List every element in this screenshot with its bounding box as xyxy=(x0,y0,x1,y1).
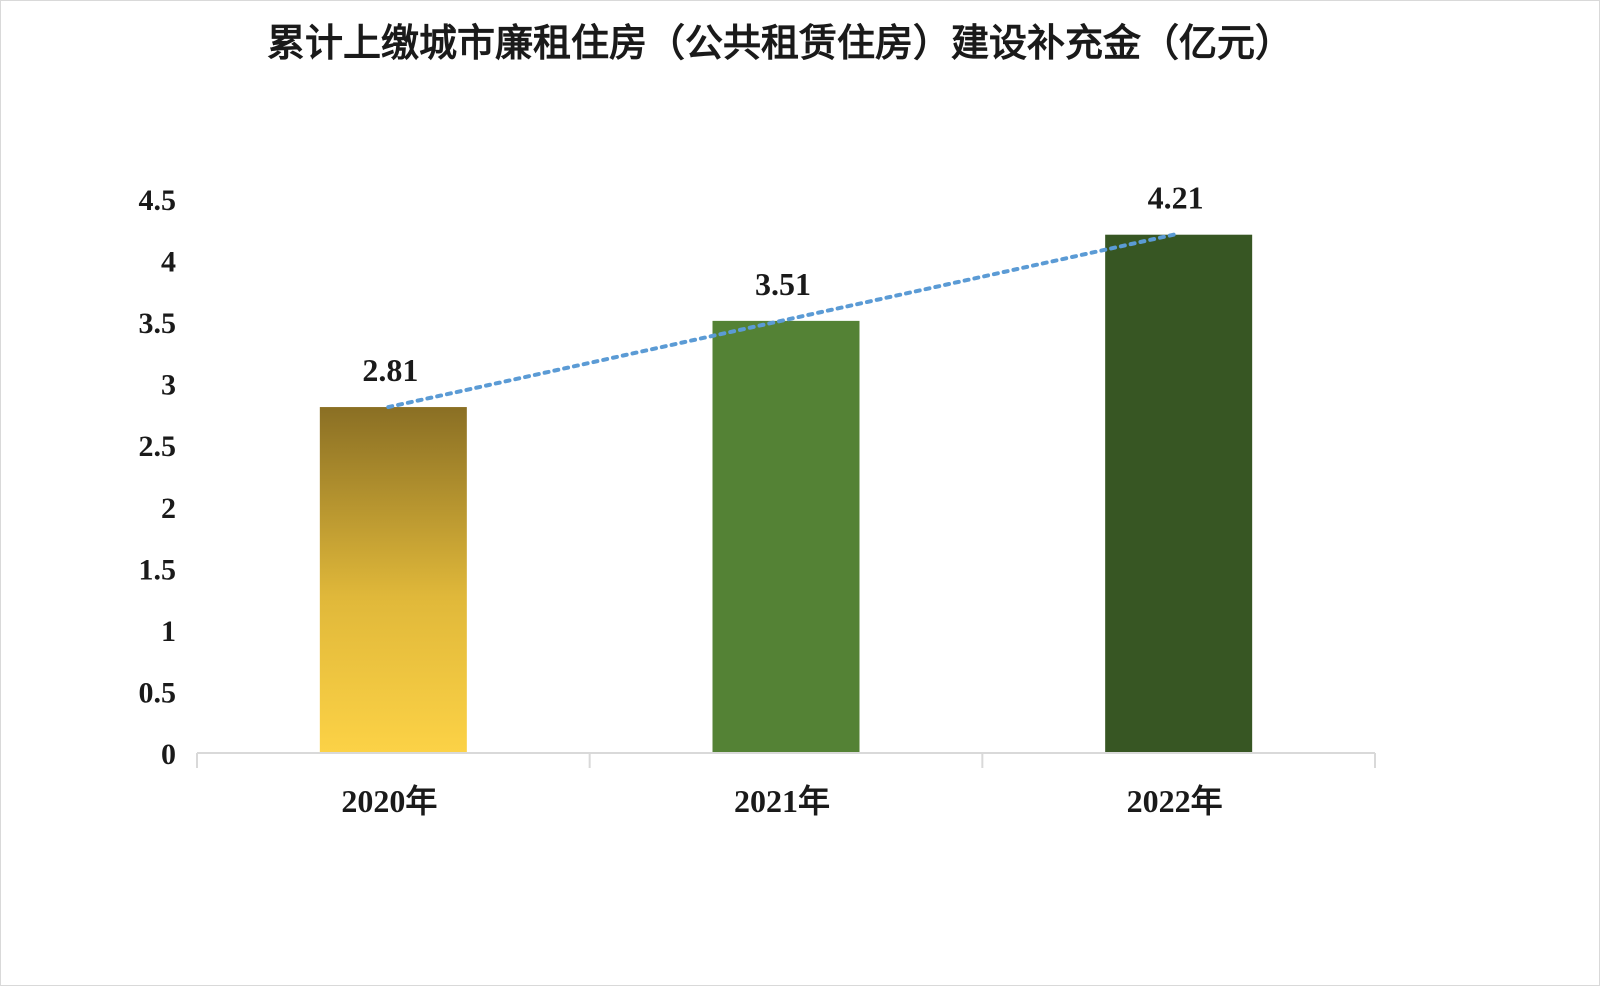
bar-2021 xyxy=(712,320,860,753)
chart-title: 累计上缴城市廉租住房（公共租赁住房）建设补充金（亿元） xyxy=(267,21,1293,65)
x-tick-label: 2022年 xyxy=(1127,783,1223,819)
x-tick-label: 2021年 xyxy=(734,783,830,819)
y-tick-label: 2 xyxy=(161,492,176,525)
data-label: 2.81 xyxy=(362,352,418,388)
x-axis xyxy=(196,752,1376,768)
y-tick-label: 3.5 xyxy=(139,307,177,340)
y-axis-ticks: 0 0.5 1 1.5 2 2.5 3 3.5 4 4.5 xyxy=(139,184,177,771)
trendline xyxy=(386,232,1176,410)
y-tick-label: 4.5 xyxy=(139,184,177,217)
trendline-line xyxy=(386,232,1176,410)
data-label: 4.21 xyxy=(1148,180,1204,216)
x-tick-label: 2020年 xyxy=(341,783,437,819)
y-tick-label: 2.5 xyxy=(139,430,177,463)
y-tick-label: 0.5 xyxy=(139,676,177,709)
bar-2020 xyxy=(319,407,467,753)
data-label: 3.51 xyxy=(755,266,811,302)
y-tick-label: 0 xyxy=(161,738,176,771)
bar-2022 xyxy=(1105,234,1253,754)
data-labels: 2.81 3.51 4.21 xyxy=(362,180,1203,388)
y-tick-label: 1.5 xyxy=(139,553,177,586)
y-tick-label: 1 xyxy=(161,615,176,648)
y-tick-label: 3 xyxy=(161,369,176,402)
bars xyxy=(319,234,1253,754)
x-axis-labels: 2020年 2021年 2022年 xyxy=(341,783,1222,819)
y-tick-label: 4 xyxy=(161,246,176,279)
